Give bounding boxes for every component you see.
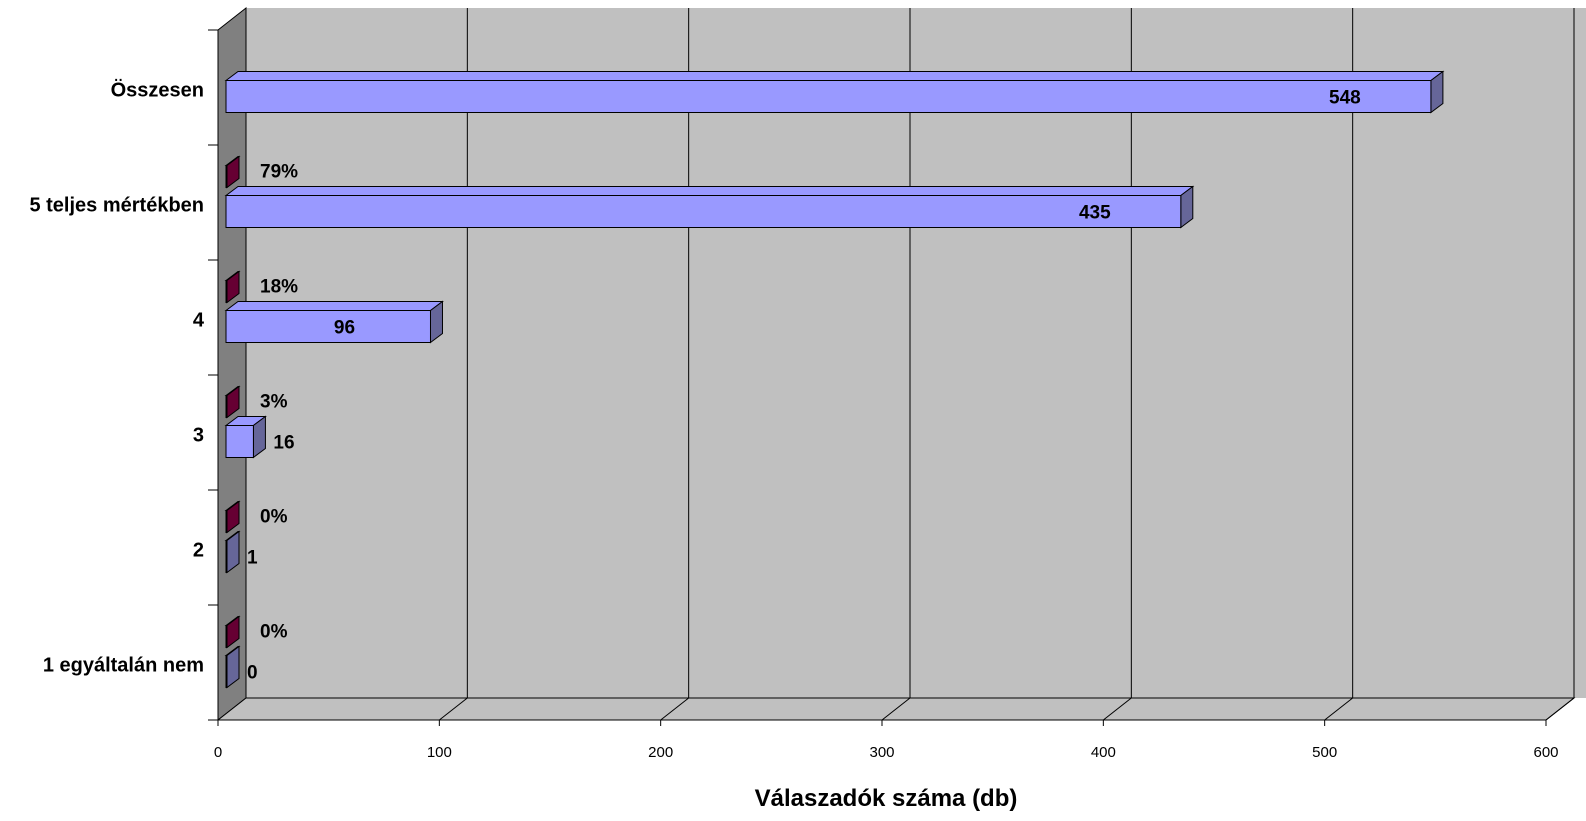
- percent-bar: [224, 155, 241, 189]
- plot-walls: [216, 6, 1586, 722]
- percent-bar: [224, 615, 241, 649]
- floor-gridline: [439, 697, 468, 721]
- category-label: 5 teljes mértékben: [29, 195, 204, 217]
- x-axis-title: Válaszadók száma (db): [755, 785, 1018, 812]
- floor-gridline: [1324, 697, 1353, 721]
- x-tick-label: 200: [648, 744, 673, 761]
- percent-data-label: 3%: [260, 392, 288, 413]
- category-label: 1 egyáltalán nem: [43, 655, 204, 677]
- category-label: Összesen: [111, 79, 204, 102]
- category-label: 2: [193, 540, 204, 562]
- count-bar: [224, 415, 267, 459]
- count-bar: [224, 70, 1445, 114]
- floor-gridline: [1103, 697, 1132, 721]
- axes: 0 100 200 300 400 500 600: [208, 29, 1559, 761]
- back-wall: [246, 8, 1586, 698]
- percent-bar: [224, 500, 241, 534]
- count-bar: [224, 530, 241, 574]
- category-label: 4: [193, 310, 205, 332]
- count-data-label: 16: [273, 433, 294, 454]
- x-tick-label: 300: [869, 744, 894, 761]
- count-data-label: 0: [247, 663, 258, 684]
- count-data-label: 96: [334, 318, 355, 339]
- percent-bar: [224, 385, 241, 419]
- percent-data-label: 0%: [260, 622, 288, 643]
- category-label: 3: [193, 425, 204, 447]
- count-bar: [224, 645, 241, 689]
- bars: [224, 70, 1445, 689]
- percent-bar: [224, 270, 241, 304]
- count-data-label: 548: [1329, 88, 1361, 109]
- gridlines: [439, 8, 1575, 721]
- side-wall: [217, 6, 247, 722]
- percent-data-label: 0%: [260, 507, 288, 528]
- percent-data-label: 79%: [260, 162, 298, 183]
- count-bar: [224, 300, 444, 344]
- x-tick-label: 600: [1533, 744, 1558, 761]
- floor-gridline: [881, 697, 911, 721]
- x-tick-label: 100: [427, 744, 452, 761]
- x-tick-label: 400: [1091, 744, 1116, 761]
- x-tick-label: 500: [1312, 744, 1337, 761]
- percent-data-label: 18%: [260, 277, 298, 298]
- x-tick-label: 0: [214, 744, 222, 761]
- floor-gridline: [660, 697, 689, 721]
- count-bar: [224, 185, 1195, 229]
- count-data-label: 435: [1079, 203, 1111, 224]
- count-data-label: 1: [247, 548, 258, 569]
- floor-gridline: [1545, 697, 1575, 721]
